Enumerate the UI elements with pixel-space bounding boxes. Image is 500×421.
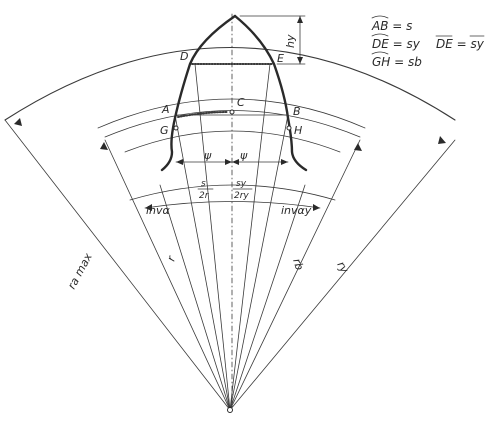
label-ry: ry [334, 259, 351, 275]
rb-arrow-top [354, 143, 362, 151]
label-sy: sy [236, 179, 247, 189]
label-hy: hy [284, 34, 297, 48]
label-a: A [161, 103, 170, 116]
psi-arrow-left [176, 159, 183, 165]
label-ra-max: ra max [65, 251, 95, 292]
psi-arrow-mid-right [232, 159, 239, 165]
radius-ry-line [229, 139, 456, 411]
arc-mark-de [371, 33, 389, 37]
ray-d [194, 63, 231, 411]
ra-arrow-top [14, 118, 22, 126]
label-2ry: 2ry [234, 191, 249, 201]
label-h: H [294, 124, 302, 137]
gear-center-point [227, 407, 233, 413]
point-g [173, 125, 179, 131]
label-r: r [164, 253, 178, 263]
base-circle-arc [104, 110, 361, 138]
radius-r-line [104, 139, 231, 411]
ray-a [174, 114, 231, 411]
tooth-right-flank [233, 14, 308, 172]
hy-arrow-top [297, 16, 303, 23]
formula-legend: AB = s DE = sy DE = sy GH = sb [371, 15, 485, 69]
inner-arc [124, 130, 341, 153]
inv-alpha-arrow-right [313, 204, 320, 211]
label-s: s [201, 179, 206, 189]
inv-alpha-arrow-left [145, 204, 152, 211]
r-arrow-top [100, 142, 108, 150]
point-h [286, 125, 292, 131]
label-g: G [160, 124, 169, 137]
label-2r: 2r [199, 191, 210, 201]
inv-alpha-arc [144, 201, 321, 209]
tip-circle-arc [4, 47, 456, 121]
ray-inv-alpha [159, 184, 231, 411]
arc-mark-ab [371, 15, 389, 19]
label-c: C [237, 96, 245, 109]
label-d: D [180, 50, 188, 63]
formula-gh: GH = sb [372, 55, 422, 69]
psi-arrow-right [281, 159, 288, 165]
tooth-left-flank [160, 14, 237, 172]
point-c [229, 109, 235, 115]
ray-b [229, 114, 289, 411]
ray-inv-alpha-y [229, 184, 306, 411]
psi-arrow-mid-left [225, 159, 232, 165]
label-psi-right: ψ [240, 149, 248, 162]
label-rb: rb [290, 257, 306, 272]
label-e: E [277, 52, 284, 65]
label-inv-alpha: invα [146, 204, 171, 217]
label-b: B [293, 105, 301, 118]
label-psi-left: ψ [204, 149, 212, 162]
hy-arrow-bottom [297, 57, 303, 64]
label-inv-alpha-y: invαy [281, 204, 312, 217]
formula-ab: AB = s [371, 19, 412, 33]
arc-mark-gh [371, 51, 389, 55]
ray-e [229, 63, 271, 411]
radius-ra-line [4, 119, 231, 411]
formula-de-chord: DE = sy [436, 37, 485, 51]
ry-arrow-top [438, 136, 446, 144]
radius-rb-line [229, 139, 361, 411]
arc-ac [177, 111, 229, 118]
formula-de: DE = sy [372, 37, 421, 51]
